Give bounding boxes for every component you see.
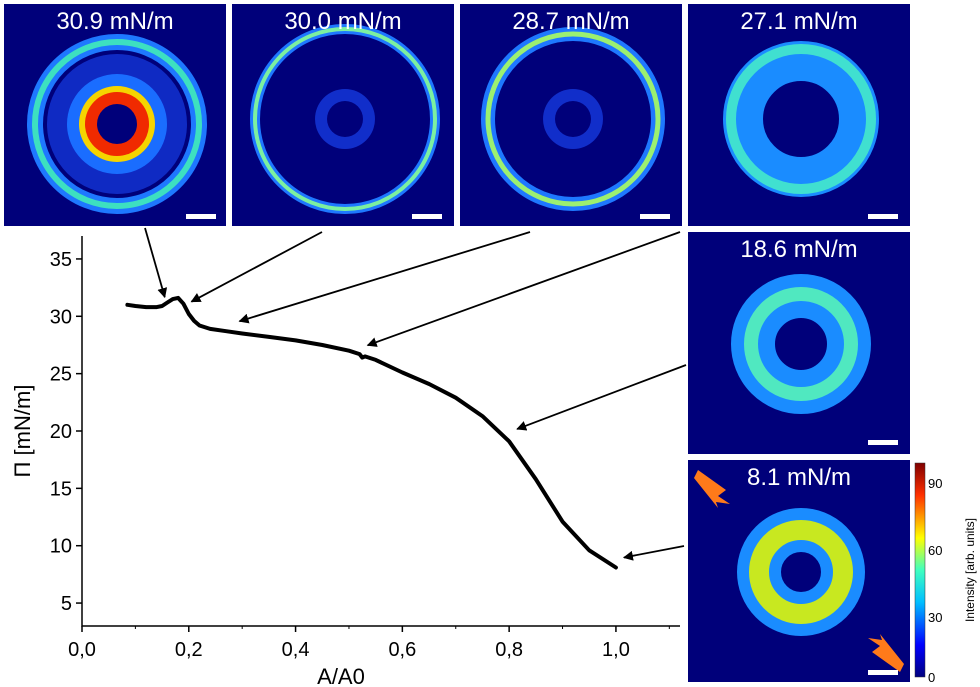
ring-image-1 [4, 4, 226, 226]
chart-ticks: 0,0 0,2 0,4 0,6 0,8 1,0 5 10 15 20 25 30 35 [50, 249, 670, 661]
scale-bar [640, 214, 670, 219]
panel-label: 27.1 mN/m [740, 8, 858, 35]
y-tick-label: 15 [50, 478, 72, 500]
ring-image-2 [232, 4, 454, 226]
panel-label: 18.6 mN/m [740, 236, 858, 263]
colorbar-tick: 60 [928, 543, 942, 558]
colorbar-label: Intensity [arb. units] [963, 518, 977, 622]
arrow-icon [868, 634, 904, 672]
image-panel-5: 18.6 mN/m [688, 232, 910, 454]
isotherm-chart: 0,0 0,2 0,4 0,6 0,8 1,0 5 10 15 20 25 30 35 A/A0 Π [… [10, 236, 680, 687]
ring-image-6 [688, 460, 910, 682]
y-tick-label: 35 [50, 249, 72, 271]
colorbar-gradient [914, 462, 926, 678]
arrow-icon [694, 470, 730, 508]
isotherm-line [125, 295, 618, 570]
scale-bar [186, 214, 216, 219]
x-axis-label: A/A0 [317, 664, 365, 687]
x-tick-label: 0,0 [68, 639, 96, 661]
colorbar-tick: 30 [928, 610, 942, 625]
image-panel-2: 30.0 mN/m [232, 4, 454, 226]
scale-bar [868, 440, 898, 445]
ring-image-4 [688, 4, 910, 226]
x-tick-label: 0,6 [388, 639, 416, 661]
y-tick-label: 10 [50, 536, 72, 558]
panel-label: 28.7 mN/m [512, 8, 630, 35]
y-tick-label: 25 [50, 364, 72, 386]
image-panel-4: 27.1 mN/m [688, 4, 910, 226]
image-panel-1: 30.9 mN/m [4, 4, 226, 226]
panel-label: 30.0 mN/m [284, 8, 402, 35]
ring-image-5 [688, 232, 910, 454]
y-tick-label: 30 [50, 306, 72, 328]
colorbar: 90 60 30 0 Intensity [arb. units] [914, 462, 977, 685]
y-axis-label: Π [mN/m] [10, 385, 35, 478]
x-tick-label: 0,4 [282, 639, 310, 661]
colorbar-tick: 90 [928, 476, 942, 491]
x-tick-label: 0,8 [495, 639, 523, 661]
chart-axes [81, 236, 680, 627]
axis-frame [81, 236, 680, 627]
colorbar-tick: 0 [928, 670, 935, 685]
scale-bar [868, 214, 898, 219]
image-panel-3: 28.7 mN/m [460, 4, 682, 226]
y-tick-label: 20 [50, 421, 72, 443]
panel-label: 30.9 mN/m [56, 8, 174, 35]
image-panel-6: 8.1 mN/m [688, 460, 910, 682]
x-tick-label: 1,0 [602, 639, 630, 661]
y-tick-label: 5 [61, 593, 72, 615]
panel-label: 8.1 mN/m [746, 464, 851, 491]
ring-image-3 [460, 4, 682, 226]
x-tick-label: 0,2 [175, 639, 203, 661]
scale-bar [412, 214, 442, 219]
scale-bar [868, 670, 898, 675]
